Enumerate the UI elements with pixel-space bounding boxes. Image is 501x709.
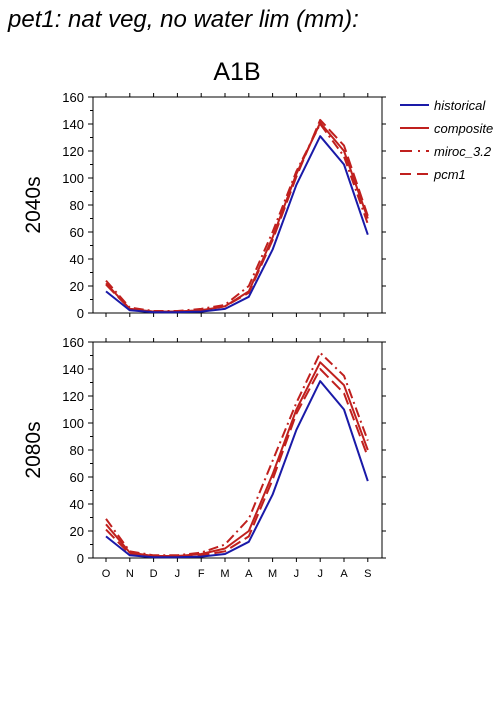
- legend-label: historical: [434, 98, 486, 113]
- y-tick-label: 20: [70, 524, 84, 539]
- series-line-historical: [105, 135, 369, 314]
- series-line-miroc-3-2: [105, 123, 369, 312]
- y-tick-label: 160: [62, 335, 84, 350]
- series-line-pcm1: [105, 368, 369, 558]
- x-tick-label: N: [126, 568, 134, 580]
- series-line-composite: [105, 121, 369, 313]
- panel-label: 2080s: [22, 421, 45, 478]
- y-tick-label: 100: [62, 171, 84, 186]
- series-line-miroc-3-2: [105, 351, 369, 557]
- x-tick-label: J: [294, 568, 300, 580]
- y-tick-label: 120: [62, 389, 84, 404]
- y-tick-label: 0: [77, 306, 84, 321]
- legend-label: miroc_3.2: [434, 144, 492, 159]
- y-tick-label: 0: [77, 551, 84, 566]
- legend-label: composite: [434, 121, 493, 136]
- scenario-label: A1B: [213, 58, 260, 86]
- panel-label: 2040s: [22, 176, 45, 233]
- legend-label: pcm1: [433, 167, 466, 182]
- series-line-pcm1: [105, 118, 369, 313]
- plot-frame: [92, 341, 383, 559]
- x-tick-label: A: [245, 568, 253, 580]
- x-tick-label: J: [317, 568, 323, 580]
- y-tick-label: 120: [62, 144, 84, 159]
- y-tick-label: 40: [70, 252, 84, 267]
- page-title: pet1: nat veg, no water lim (mm):: [8, 6, 359, 33]
- series-line-historical: [105, 380, 369, 559]
- y-tick-label: 60: [70, 225, 84, 240]
- y-tick-label: 60: [70, 470, 84, 485]
- x-tick-label: D: [150, 568, 158, 580]
- y-tick-label: 80: [70, 443, 84, 458]
- y-tick-label: 160: [62, 90, 84, 105]
- plot-frame: [92, 96, 383, 314]
- x-tick-label: M: [220, 568, 229, 580]
- x-tick-label: F: [198, 568, 205, 580]
- x-tick-label: O: [102, 568, 111, 580]
- panel-2040s: 0 20 40 60 80 100 120 140 160 2040s: [22, 90, 386, 321]
- y-tick-label: 20: [70, 279, 84, 294]
- y-tick-label: 140: [62, 117, 84, 132]
- x-tick-label: A: [340, 568, 348, 580]
- y-tick-label: 80: [70, 198, 84, 213]
- x-tick-label: S: [364, 568, 371, 580]
- x-tick-label: M: [268, 568, 277, 580]
- y-tick-label: 140: [62, 362, 84, 377]
- y-tick-label: 100: [62, 416, 84, 431]
- x-tick-label: J: [175, 568, 181, 580]
- y-tick-label: 40: [70, 497, 84, 512]
- legend: historical composite miroc_3.2 pcm1: [400, 98, 493, 182]
- panel-2080s: 0 20 40 60 80 100 120 140 160 O N D J F M A M J J A S 2080s: [22, 335, 386, 580]
